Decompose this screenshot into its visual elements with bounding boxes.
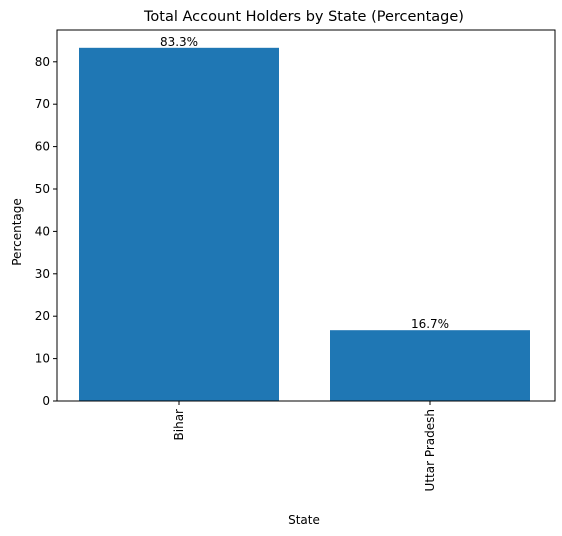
y-tick-label: 40 [35, 224, 50, 238]
chart-title: Total Account Holders by State (Percenta… [143, 9, 464, 25]
bar-bihar [79, 48, 279, 401]
bar-uttar-pradesh [330, 330, 530, 401]
data-label: 83.3% [160, 35, 198, 49]
y-tick-label: 0 [42, 394, 50, 408]
x-tick-label: Bihar [172, 409, 186, 441]
y-tick-label: 50 [35, 182, 50, 196]
y-axis-label: Percentage [10, 198, 24, 266]
data-label: 16.7% [411, 317, 449, 331]
y-tick-label: 10 [35, 352, 50, 366]
x-axis-label: State [288, 513, 320, 527]
y-tick-label: 30 [35, 267, 50, 281]
y-tick-label: 80 [35, 55, 50, 69]
y-tick-label: 70 [35, 97, 50, 111]
y-tick-label: 20 [35, 309, 50, 323]
x-tick-label: Uttar Pradesh [423, 409, 437, 491]
plot-area: 83.3% Bihar 16.7% Uttar Pradesh 0 10 20 30 40 50 6… [35, 30, 555, 491]
y-tick-label: 60 [35, 140, 50, 154]
